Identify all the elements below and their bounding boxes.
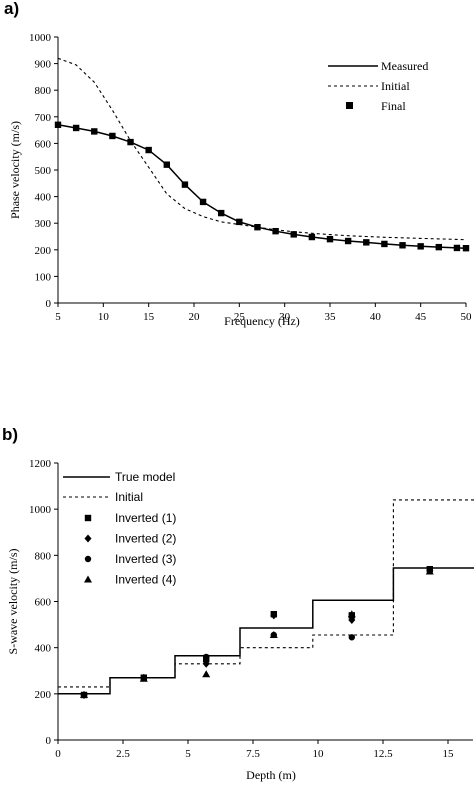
y-tick-label: 700 — [35, 112, 52, 124]
x-tick-label: 5 — [185, 748, 191, 760]
x-tick-label: 7.5 — [246, 748, 260, 760]
final-point — [290, 231, 297, 238]
panel-label-a: a) — [4, 0, 19, 18]
legend-label-initial: Initial — [115, 490, 143, 504]
x-tick-label: 30 — [279, 311, 291, 323]
x-tick-label: 35 — [325, 311, 337, 323]
final-point — [163, 161, 170, 168]
legend: True model Initial Inverted (1) Inverted (2… — [63, 470, 176, 587]
final-point — [453, 244, 461, 252]
x-tick-label: 10 — [98, 311, 110, 323]
legend-label-measured: Measured — [381, 59, 428, 73]
final-point — [236, 218, 243, 226]
final-point — [109, 132, 116, 140]
inverted-2-point — [348, 616, 356, 624]
y-tick-label: 1200 — [29, 458, 52, 470]
inverted-2-point — [270, 611, 278, 620]
y-tick-label: 1000 — [29, 32, 52, 44]
final-point — [462, 245, 470, 252]
legend-label-true-model: True model — [115, 470, 175, 484]
y-tick-label: 1000 — [29, 504, 52, 516]
legend-swatch-inverted-1 — [84, 514, 92, 522]
final-point — [54, 121, 62, 128]
y-tick-label: 200 — [35, 245, 52, 257]
chart-a-phase-velocity: 0 100 200 300 400 500 600 700 800 900 1000 5 10 15 20 2… — [8, 32, 472, 328]
final-point — [199, 198, 207, 206]
y-tick-label: 100 — [35, 271, 52, 283]
final-point — [381, 240, 388, 248]
x-axis-label: Depth (m) — [246, 768, 296, 782]
inverted-3-point — [203, 653, 210, 661]
inverted-4-point — [347, 610, 356, 618]
y-tick-label: 200 — [35, 689, 52, 701]
x-tick-label: 12.5 — [373, 748, 393, 760]
y-tick-label: 500 — [35, 165, 52, 177]
x-tick-label: 10 — [313, 748, 325, 760]
y-axis-label: S-wave velocity (m/s) — [6, 549, 20, 655]
x-tick-label: 15 — [443, 748, 455, 760]
final-point — [272, 227, 279, 235]
chart-b-shear-velocity: 0 200 400 600 800 1000 1200 0 2.5 5 7.5 10 12.5 15 Dep… — [6, 458, 474, 782]
final-point — [91, 128, 98, 135]
legend-label-inverted-2: Inverted (2) — [115, 532, 176, 546]
legend-swatch-final — [346, 102, 353, 109]
final-point — [127, 138, 134, 146]
final-point — [254, 223, 261, 231]
inverted-3-point — [348, 634, 355, 641]
inverted-4-point — [80, 691, 88, 698]
inverted-2-point — [202, 659, 210, 668]
series-measured-line — [57, 124, 467, 249]
legend-label-inverted-4: Inverted (4) — [115, 573, 176, 587]
final-point — [181, 181, 189, 188]
inverted-4-point — [139, 674, 148, 682]
y-tick-label: 300 — [35, 218, 52, 230]
x-tick-label: 20 — [189, 311, 201, 323]
y-tick-label: 600 — [35, 138, 52, 150]
x-tick-label: 0 — [55, 748, 61, 760]
x-tick-label: 45 — [415, 311, 427, 323]
inverted-4-point — [202, 670, 211, 678]
inverted-4-point — [425, 567, 434, 575]
panel-label-b: b) — [2, 425, 18, 444]
legend-label-final: Final — [381, 99, 406, 113]
y-tick-label: 400 — [35, 192, 52, 204]
final-point — [326, 235, 334, 243]
y-tick-label: 800 — [35, 550, 52, 562]
legend-label-inverted-3: Inverted (3) — [115, 552, 176, 566]
final-point — [435, 243, 442, 251]
final-point — [399, 242, 406, 249]
y-tick-label: 900 — [35, 59, 52, 71]
x-tick-label: 2.5 — [116, 748, 130, 760]
final-point — [417, 243, 424, 250]
final-point — [363, 239, 370, 246]
legend-swatch-inverted-3 — [84, 555, 92, 563]
y-tick-label: 400 — [35, 643, 52, 655]
y-tick-label: 600 — [35, 597, 52, 609]
x-tick-label: 25 — [234, 311, 246, 323]
series-initial-model-line — [58, 499, 474, 688]
inverted-4-point — [269, 631, 278, 638]
x-tick-label: 40 — [370, 311, 382, 323]
y-tick-label: 0 — [46, 298, 52, 310]
legend-swatch-inverted-2 — [84, 534, 92, 543]
legend: Measured Initial Final — [328, 59, 428, 113]
final-point — [145, 146, 152, 154]
legend-label-inverted-1: Inverted (1) — [115, 511, 176, 525]
y-tick-label: 0 — [46, 735, 52, 747]
y-axis-label: Phase velocity (m/s) — [8, 121, 22, 219]
x-axis-label: Frequency (Hz) — [224, 314, 300, 328]
final-point — [308, 233, 316, 241]
legend-label-initial: Initial — [381, 79, 410, 93]
x-tick-label: 50 — [461, 311, 473, 323]
y-tick-label: 800 — [35, 85, 52, 97]
x-tick-label: 5 — [55, 311, 61, 323]
final-point — [344, 237, 352, 245]
series-true-model-line — [58, 567, 474, 695]
final-point — [218, 209, 225, 217]
legend-swatch-inverted-4 — [84, 575, 92, 583]
final-point — [72, 124, 80, 132]
x-tick-label: 15 — [143, 311, 155, 323]
